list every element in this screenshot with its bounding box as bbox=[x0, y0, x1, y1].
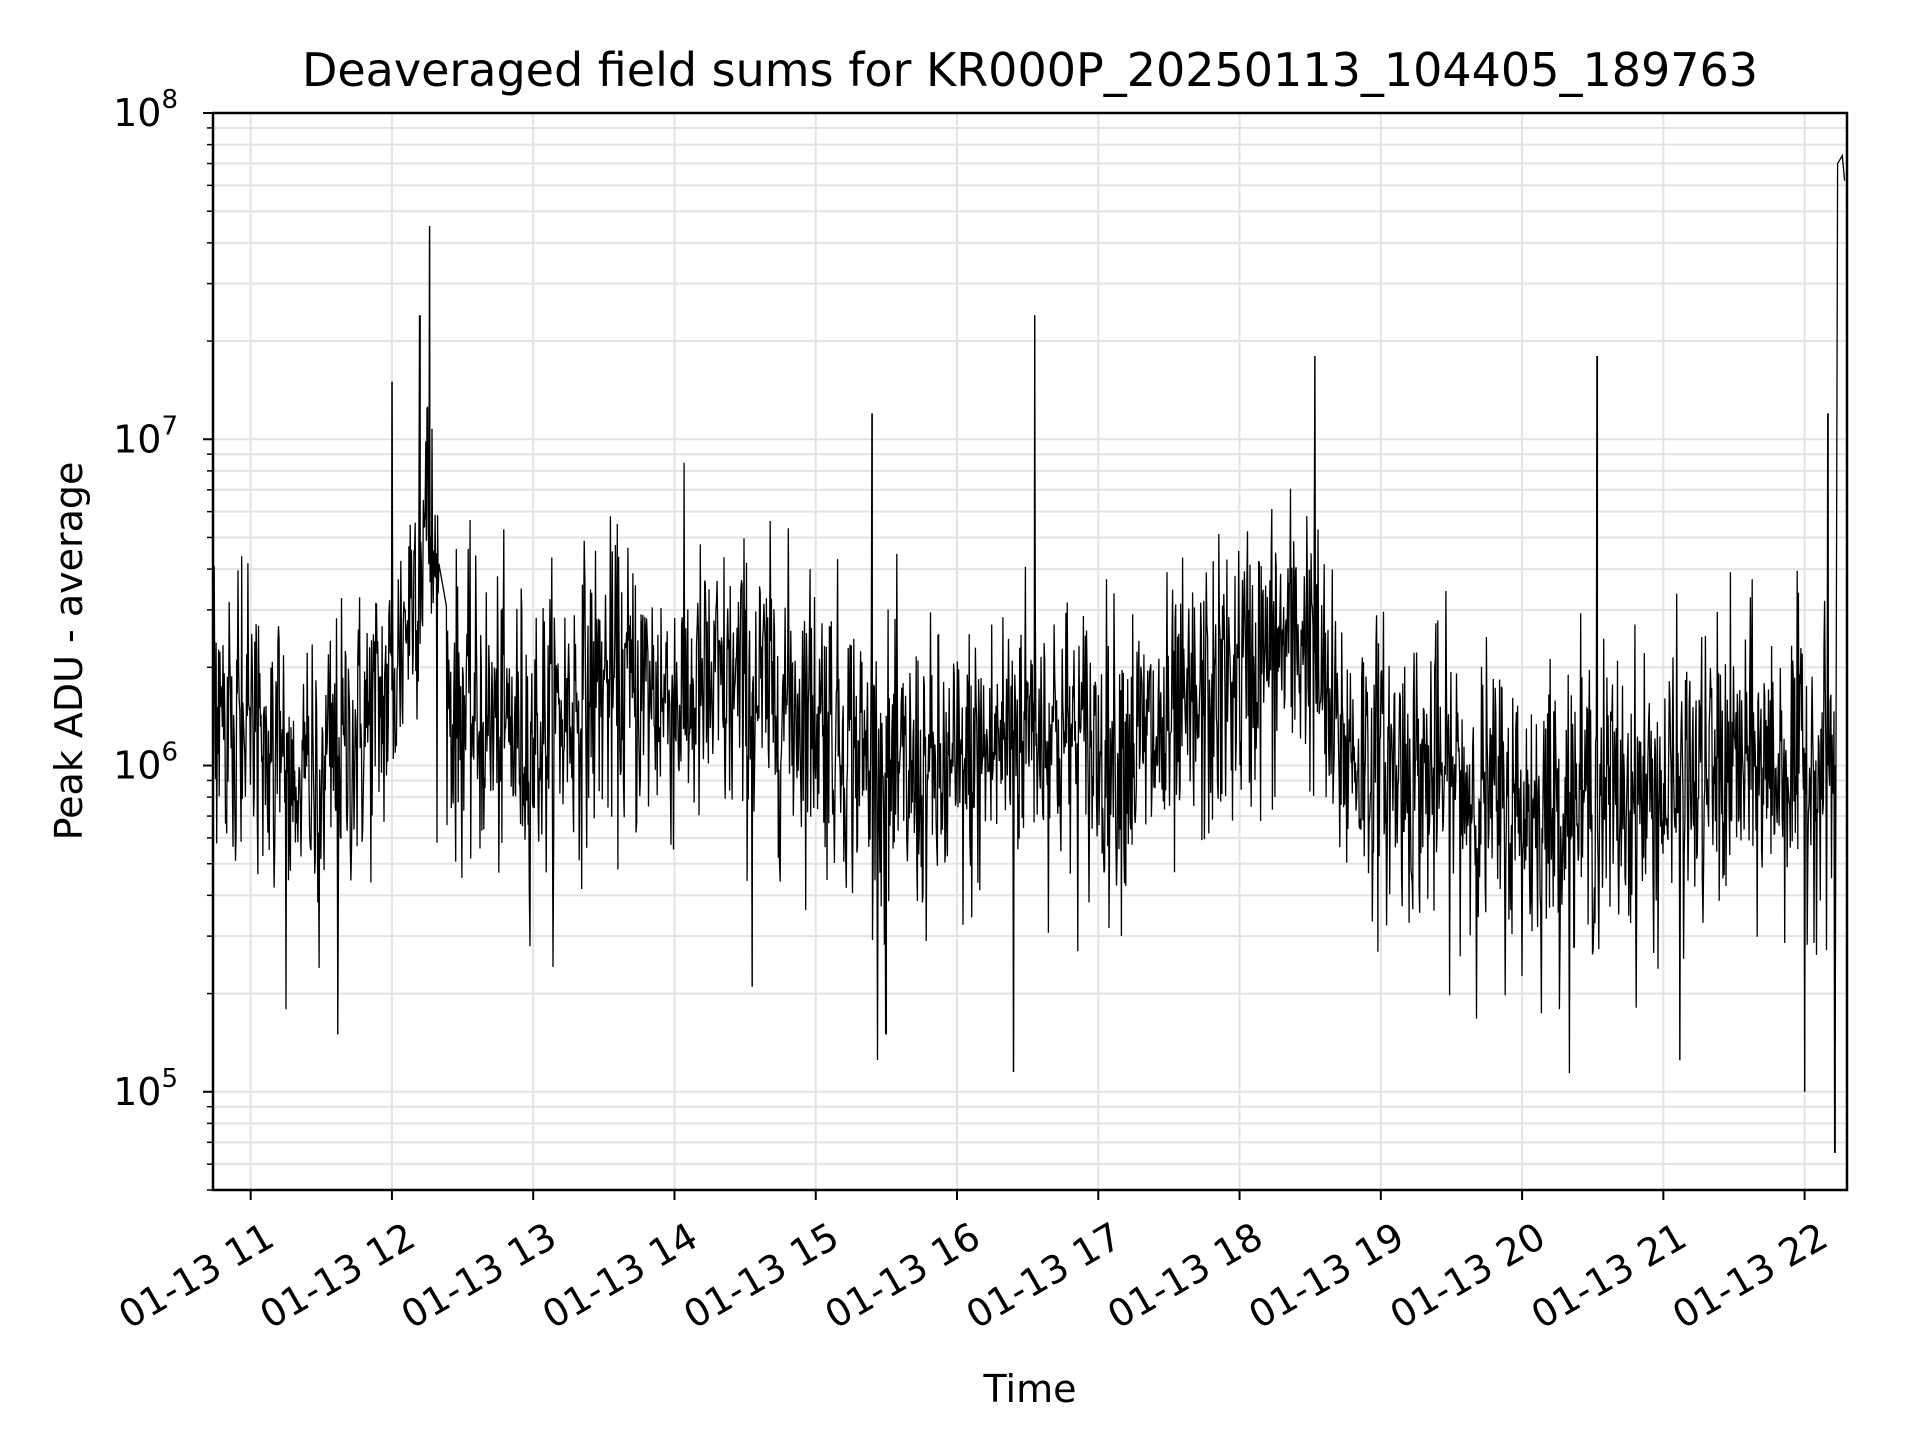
y-tick-exponent: 5 bbox=[161, 1064, 178, 1094]
y-tick-label: 107 bbox=[113, 411, 178, 461]
chart-title: Deaveraged field sums for KR000P_2025011… bbox=[302, 43, 1758, 97]
y-tick-label: 106 bbox=[113, 738, 178, 788]
x-axis-label: Time bbox=[983, 1367, 1077, 1411]
y-tick-exponent: 8 bbox=[161, 85, 178, 115]
y-tick-base: 10 bbox=[113, 417, 161, 461]
y-tick-base: 10 bbox=[113, 91, 161, 135]
y-tick-exponent: 6 bbox=[161, 738, 178, 768]
y-tick-base: 10 bbox=[113, 744, 161, 788]
y-tick-label: 108 bbox=[113, 85, 178, 135]
y-tick-base: 10 bbox=[113, 1070, 161, 1114]
y-tick-exponent: 7 bbox=[161, 411, 178, 441]
y-tick-label: 105 bbox=[113, 1064, 178, 1114]
data-series bbox=[212, 153, 1846, 1153]
series-line bbox=[212, 153, 1846, 1153]
axis-ticks bbox=[203, 112, 1806, 1200]
plot-frame bbox=[211, 111, 1849, 1192]
y-axis-label: Peak ADU - average bbox=[47, 462, 91, 841]
